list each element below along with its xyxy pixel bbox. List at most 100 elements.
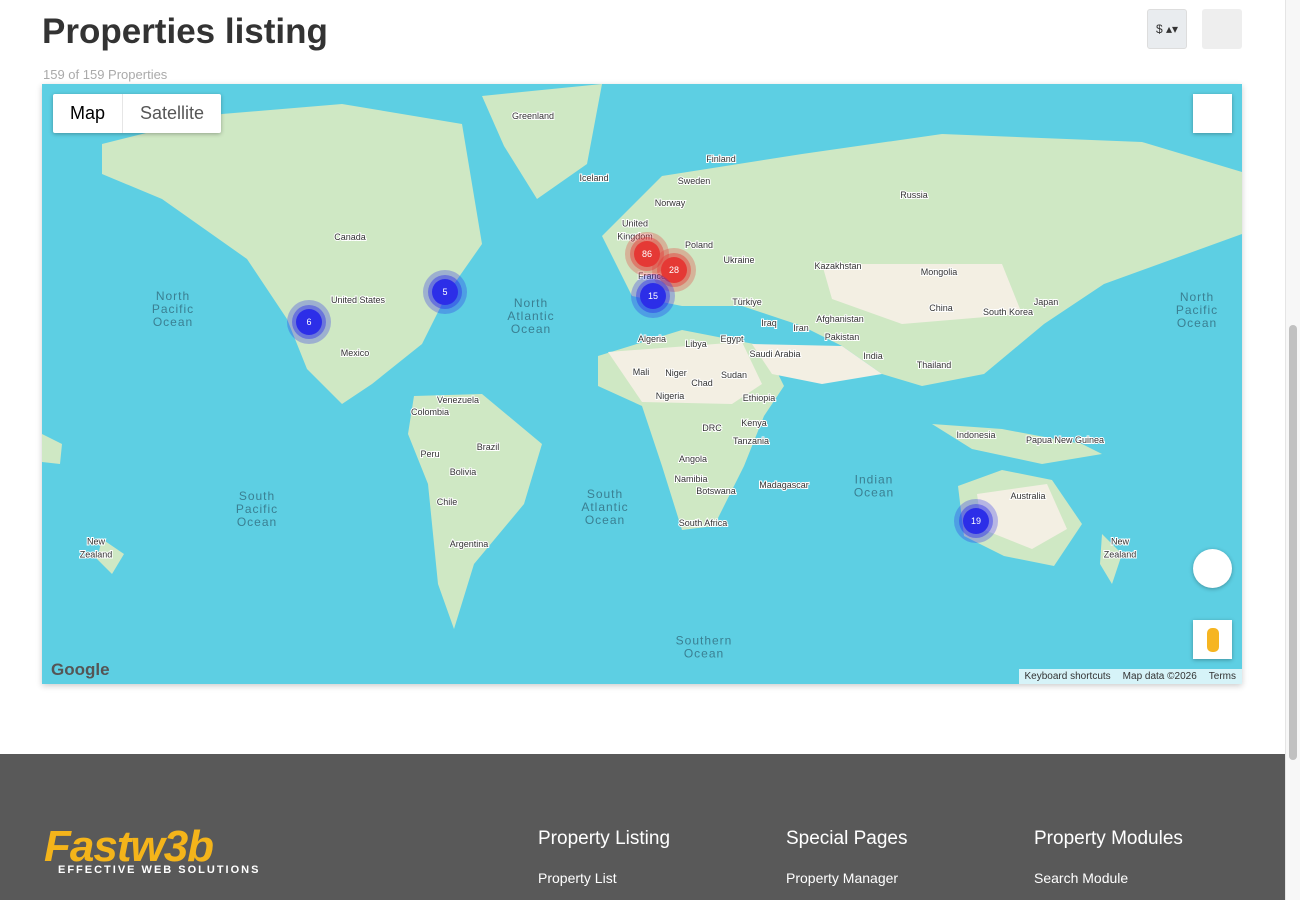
- footer-link[interactable]: Property Manager: [786, 870, 899, 886]
- map-canvas: Greenland Iceland Finland Sweden Norway Russi…: [42, 84, 1242, 684]
- country-label: Afghanistan: [816, 314, 864, 324]
- cluster-dot: [640, 283, 666, 309]
- rss-button[interactable]: [1202, 9, 1242, 49]
- country-label: Madagascar: [759, 480, 809, 490]
- country-label: Bolivia: [450, 467, 477, 477]
- country-label: Mongolia: [921, 267, 958, 277]
- country-label: Sweden: [678, 176, 711, 186]
- page-title: Properties listing: [42, 12, 328, 51]
- country-label: New Zealand: [80, 537, 113, 560]
- footer-heading: Property Modules: [1034, 828, 1183, 849]
- country-label: Egypt: [720, 334, 744, 344]
- footer-link[interactable]: Property List: [538, 870, 617, 886]
- marker-cluster[interactable]: 19: [954, 499, 998, 543]
- ocean-label: Indian Ocean: [854, 473, 894, 500]
- country-label: Iran: [793, 323, 809, 333]
- map-type-control: Map Satellite: [53, 94, 222, 133]
- country-label: Iraq: [761, 318, 777, 328]
- keyboard-shortcuts[interactable]: Keyboard shortcuts: [1024, 671, 1111, 682]
- country-label: New Zealand: [1104, 537, 1137, 560]
- country-label: Mexico: [341, 348, 370, 358]
- country-label: Kazakhstan: [814, 261, 861, 271]
- cluster-count: 28: [669, 265, 679, 275]
- footer-tagline: EFFECTIVE WEB SOLUTIONS: [58, 864, 261, 876]
- country-label: Sudan: [721, 370, 747, 380]
- country-label: South Africa: [679, 518, 728, 528]
- marker-cluster[interactable]: 5: [423, 270, 467, 314]
- marker-cluster[interactable]: 6: [287, 300, 331, 344]
- map-tab[interactable]: Map: [53, 94, 124, 133]
- country-label: Greenland: [512, 111, 554, 121]
- country-label: Chile: [437, 497, 458, 507]
- country-label: Ukraine: [723, 255, 754, 265]
- cluster-count: 5: [442, 287, 447, 297]
- street-view-pegman[interactable]: [1193, 620, 1232, 659]
- cluster-count: 86: [642, 249, 652, 259]
- country-label: Iceland: [579, 173, 608, 183]
- map[interactable]: Greenland Iceland Finland Sweden Norway Russi…: [42, 84, 1242, 684]
- currency-label: $: [1155, 22, 1163, 36]
- country-label: Australia: [1010, 491, 1045, 501]
- country-label: Norway: [655, 198, 686, 208]
- map-labels: Greenland Iceland Finland Sweden Norway Russi…: [79, 110, 1217, 661]
- country-label: Niger: [665, 368, 687, 378]
- country-label: Nigeria: [656, 391, 685, 401]
- ocean-label: South Atlantic Ocean: [581, 487, 628, 527]
- scrollbar-thumb[interactable]: [1289, 325, 1297, 760]
- country-label: DRC: [702, 423, 722, 433]
- country-label: Russia: [900, 190, 928, 200]
- footer-link[interactable]: Search Module: [1034, 870, 1129, 886]
- country-label: Algeria: [638, 334, 666, 344]
- country-label: Finland: [706, 154, 736, 164]
- country-label: Papua New Guinea: [1026, 435, 1104, 445]
- country-label: Ethiopia: [743, 393, 776, 403]
- cluster-dot: [661, 257, 687, 283]
- country-label: United Kingdom: [617, 219, 653, 242]
- country-label: Pakistan: [825, 332, 860, 342]
- ocean-label: North Pacific Ocean: [152, 289, 194, 329]
- ocean-label: North Atlantic Ocean: [507, 296, 554, 336]
- country-label: Venezuela: [437, 395, 479, 405]
- marker-clusters: 86 28 15 5 6 19: [287, 232, 998, 543]
- footer-heading: Property Listing: [538, 828, 671, 849]
- desert: [608, 264, 1067, 549]
- cluster-dot: [963, 508, 989, 534]
- cluster-count: 19: [971, 516, 981, 526]
- currency-select[interactable]: $ ▴▾: [1147, 9, 1187, 49]
- country-label: Poland: [685, 240, 713, 250]
- footer-heading: Special Pages: [786, 828, 908, 849]
- cluster-count: 15: [648, 291, 658, 301]
- country-label: Argentina: [450, 539, 489, 549]
- country-label: Canada: [334, 232, 366, 242]
- country-label: Tanzania: [733, 436, 769, 446]
- footer-column: Property Listing Property List: [538, 828, 670, 886]
- country-label: Chad: [691, 378, 713, 388]
- country-label: United States: [331, 295, 386, 305]
- footer: Fastw3b EFFECTIVE WEB SOLUTIONS Property…: [0, 754, 1285, 900]
- country-label: Angola: [679, 454, 707, 464]
- satellite-tab[interactable]: Satellite: [140, 103, 205, 123]
- result-count: 159 of 159 Properties: [43, 67, 168, 82]
- marker-cluster[interactable]: 15: [631, 274, 675, 318]
- ocean-label: South Pacific Ocean: [236, 489, 278, 529]
- country-label: Libya: [685, 339, 707, 349]
- cluster-dot: [432, 279, 458, 305]
- terms-link[interactable]: Terms: [1208, 671, 1236, 682]
- country-label: Brazil: [477, 442, 500, 452]
- camera-control[interactable]: [1193, 549, 1232, 588]
- ocean-label: Southern Ocean: [676, 634, 733, 661]
- country-label: Botswana: [696, 486, 736, 496]
- country-label: Mali: [633, 367, 650, 377]
- marker-cluster[interactable]: 28: [652, 248, 696, 292]
- country-label: China: [929, 303, 953, 313]
- country-label: Kenya: [741, 418, 767, 428]
- map-data: Map data ©2026: [1122, 671, 1197, 682]
- country-label: France: [638, 271, 666, 281]
- country-label: Türkiye: [732, 297, 762, 307]
- footer-column: Special Pages Property Manager: [786, 828, 907, 886]
- footer-logo[interactable]: Fastw3b: [44, 822, 214, 871]
- fullscreen-button[interactable]: [1193, 94, 1232, 133]
- marker-cluster[interactable]: 86: [625, 232, 669, 276]
- country-label: Colombia: [411, 407, 449, 417]
